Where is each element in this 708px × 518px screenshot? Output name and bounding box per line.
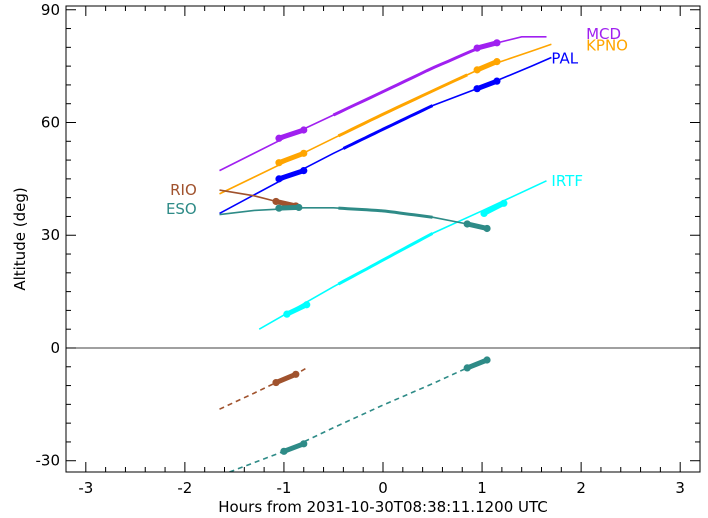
series-obs-run-kpno [276, 150, 307, 166]
series-highlight-irtf-0 [337, 232, 434, 286]
series-point-eso [295, 203, 303, 212]
series-point-eso [483, 224, 491, 233]
series-point-eso [463, 220, 471, 228]
x-tick-label: 3 [675, 479, 685, 497]
series-obs-run-irtf [481, 200, 507, 216]
series-point-kpno [275, 159, 283, 167]
x-tick-label: 0 [378, 479, 388, 497]
series-point-irtf [480, 209, 488, 218]
x-tick-label: 1 [477, 479, 487, 497]
x-tick-label: 2 [576, 479, 586, 497]
series-highlight-eso-0 [338, 206, 433, 219]
series-point-pal [300, 167, 308, 175]
series-highlight-kpno-0 [337, 73, 468, 138]
series-point-irtf [500, 199, 508, 207]
series-point-kpno [300, 149, 308, 157]
series-obs-run-pal [276, 168, 307, 182]
series-point-rio [272, 197, 280, 206]
series-point-kpno [493, 58, 501, 66]
x-tick-label: -3 [78, 479, 93, 497]
series-below-point-eso [280, 447, 288, 455]
x-tick-label: -1 [276, 479, 291, 497]
x-tick-label: -2 [177, 479, 192, 497]
y-tick-label: 30 [41, 226, 60, 244]
series-line-eso [219, 207, 488, 230]
series-below-point-eso [483, 356, 491, 364]
y-tick-label: 0 [50, 339, 60, 357]
series-point-irtf [303, 301, 311, 309]
y-tick-label: 90 [41, 1, 60, 19]
series-point-pal [493, 77, 501, 85]
y-tick-label: -30 [36, 452, 61, 470]
series-below-horizon-eso [229, 359, 488, 472]
series-label-kpno: KPNO [586, 36, 628, 54]
series-point-pal [275, 175, 283, 183]
series-below-point-eso [300, 440, 308, 448]
y-axis-label: Altitude (deg) [11, 187, 29, 290]
series-below-point-rio [292, 370, 300, 378]
series-obs-run-mcd [276, 127, 307, 141]
series-line-mcd [219, 36, 547, 172]
series-below-point-rio [272, 378, 280, 387]
series-label-irtf: IRTF [551, 172, 583, 190]
series-point-kpno [473, 66, 481, 74]
y-tick-label: 60 [41, 114, 60, 132]
series-label-eso: ESO [166, 200, 197, 218]
series-point-pal [473, 85, 481, 93]
series-highlight-mcd-0 [332, 47, 478, 117]
plot-frame [65, 5, 701, 473]
x-axis-label: Hours from 2031-10-30T08:38:11.1200 UTC [218, 498, 548, 516]
series-highlight-pal-0 [342, 104, 434, 150]
series-point-irtf [283, 310, 291, 318]
series-obs-run-irtf [284, 302, 310, 317]
series-point-mcd [275, 134, 283, 142]
series-point-mcd [493, 39, 501, 47]
series-label-mcd: MCD [586, 25, 621, 43]
series-point-mcd [473, 44, 481, 52]
series-below-point-eso [463, 364, 471, 372]
series-line-kpno [219, 43, 552, 195]
series-label-pal: PAL [551, 50, 578, 68]
series-point-eso [275, 204, 283, 212]
series-line-pal [219, 56, 552, 215]
series-label-rio: RIO [170, 181, 197, 199]
series-point-mcd [300, 126, 308, 134]
